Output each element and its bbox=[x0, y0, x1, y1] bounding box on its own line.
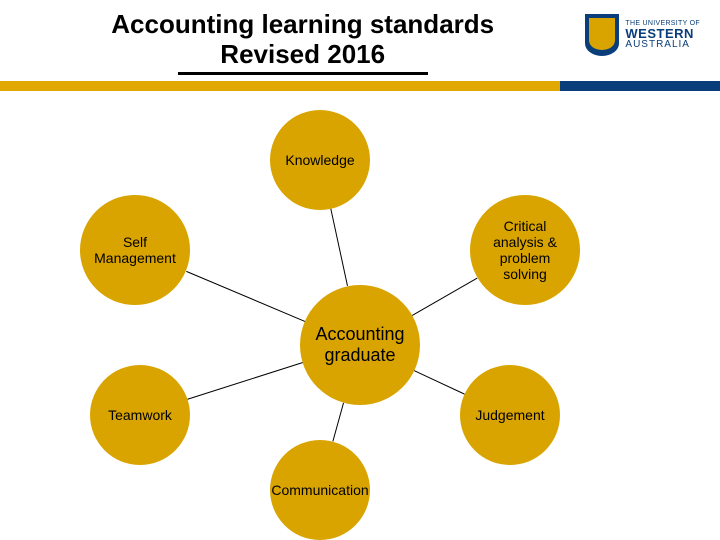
page-title-line2: Revised 2016 bbox=[20, 40, 585, 70]
edge-center-knowledge bbox=[331, 209, 349, 287]
node-communication: Communication bbox=[270, 440, 370, 540]
university-logo: THE UNIVERSITY OF WESTERN AUSTRALIA bbox=[585, 10, 700, 56]
logo-line3: AUSTRALIA bbox=[625, 40, 700, 50]
edge-center-judgement bbox=[414, 370, 465, 394]
title-block: Accounting learning standards Revised 20… bbox=[20, 10, 585, 75]
title-underline bbox=[178, 72, 428, 75]
node-label-self: Self Management bbox=[88, 234, 182, 266]
edge-center-teamwork bbox=[187, 362, 302, 400]
crest-icon bbox=[585, 14, 619, 56]
logo-text: THE UNIVERSITY OF WESTERN AUSTRALIA bbox=[625, 20, 700, 50]
banner-right bbox=[560, 81, 720, 91]
page-title-line1: Accounting learning standards bbox=[20, 10, 585, 40]
header: Accounting learning standards Revised 20… bbox=[0, 0, 720, 81]
banner-stripe bbox=[0, 81, 720, 91]
node-teamwork: Teamwork bbox=[90, 365, 190, 465]
node-label-knowledge: Knowledge bbox=[285, 152, 354, 168]
edge-center-communication bbox=[332, 403, 344, 442]
node-center: Accounting graduate bbox=[300, 285, 420, 405]
node-label-judgement: Judgement bbox=[475, 407, 544, 423]
node-label-teamwork: Teamwork bbox=[108, 407, 172, 423]
node-label-critical: Critical analysis & problem solving bbox=[478, 218, 572, 282]
node-label-communication: Communication bbox=[271, 482, 368, 498]
radial-diagram: Accounting graduate Knowledge Critical ana… bbox=[0, 100, 720, 540]
node-critical: Critical analysis & problem solving bbox=[470, 195, 580, 305]
node-label-center: Accounting graduate bbox=[308, 324, 412, 365]
banner-left bbox=[0, 81, 560, 91]
node-judgement: Judgement bbox=[460, 365, 560, 465]
edge-center-critical bbox=[412, 277, 478, 315]
node-self: Self Management bbox=[80, 195, 190, 305]
edge-center-self bbox=[186, 270, 305, 321]
node-knowledge: Knowledge bbox=[270, 110, 370, 210]
